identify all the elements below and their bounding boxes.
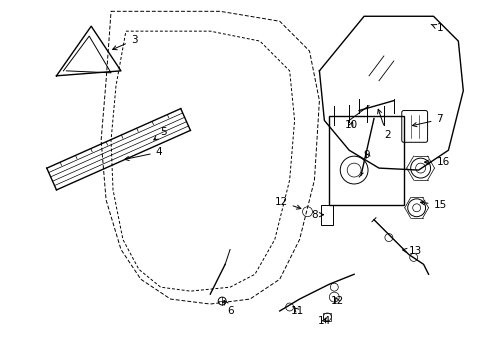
Text: 6: 6 — [224, 300, 233, 316]
Text: 3: 3 — [112, 35, 137, 50]
Bar — [323, 313, 331, 321]
Text: 14: 14 — [317, 316, 330, 326]
Text: 9: 9 — [363, 150, 369, 160]
Text: 16: 16 — [424, 157, 449, 167]
Text: 1: 1 — [430, 23, 442, 33]
Text: 11: 11 — [290, 306, 304, 316]
Text: 4: 4 — [124, 147, 162, 161]
Text: 2: 2 — [377, 109, 390, 140]
Text: 15: 15 — [420, 200, 446, 210]
Bar — [321, 205, 333, 225]
Text: 13: 13 — [402, 247, 421, 256]
Text: 8: 8 — [310, 210, 323, 220]
Text: 10: 10 — [344, 120, 357, 130]
Text: 7: 7 — [412, 114, 442, 127]
Text: 12: 12 — [274, 197, 300, 209]
Text: 12: 12 — [330, 296, 343, 306]
Text: 5: 5 — [154, 127, 167, 140]
